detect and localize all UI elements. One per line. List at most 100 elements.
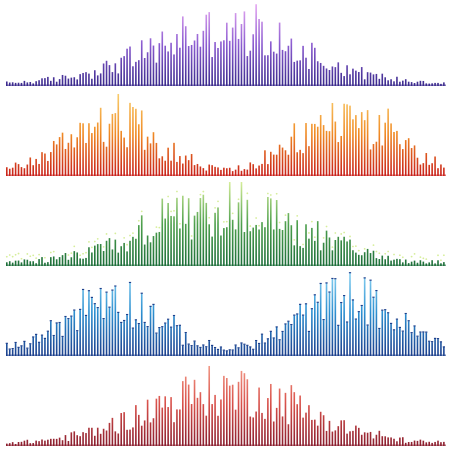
blue-equalizer-bar-cap [252,348,255,350]
orange-equalizer-bar [372,144,375,176]
blue-equalizer-bar-cap [120,321,123,324]
purple-equalizer-bar [61,74,64,86]
green-equalizer-bar [126,251,128,266]
green-equalizer-peak-dot [334,232,337,234]
red-equalizer-bar [255,411,257,446]
green-equalizer-bar [231,219,234,266]
orange-equalizer-bar [108,123,111,176]
green-equalizer-peak-dot [231,212,234,215]
red-equalizer-bar [272,421,275,446]
blue-equalizer-bar-cap [169,326,173,328]
blue-equalizer-bar-cap [164,322,167,324]
blue-equalizer-bar [208,341,211,356]
green-equalizer-bar [272,229,275,266]
green-equalizer-bar [249,231,252,266]
blue-equalizer-bar [29,344,32,356]
blue-equalizer-bar-cap [325,282,328,284]
green-equalizer-peak-dot [35,257,38,260]
blue-equalizer-bar [252,349,255,356]
blue-equalizer-bar [390,324,392,356]
blue-equalizer-bar-cap [307,330,311,333]
red-equalizer-bar [234,409,237,446]
blue-equalizer-bar-cap [161,326,164,328]
purple-equalizer-bar [214,42,216,86]
blue-equalizer-bar [120,323,123,356]
purple-equalizer-bar [170,42,172,86]
blue-equalizer-bar-cap [46,330,49,332]
blue-equalizer-bar-cap [61,335,64,338]
green-equalizer-bar [41,257,43,266]
blue-equalizer-bar-cap [35,333,38,335]
blue-equalizer-bar [126,315,128,356]
purple-equalizer-bar [419,80,422,86]
orange-equalizer-bar [416,157,419,176]
green-equalizer-bar [6,262,8,266]
red-equalizer-bar [431,442,433,446]
green-equalizer-bar [343,236,345,266]
purple-equalizer-bar [146,52,149,86]
orange-equalizer-bar [132,107,134,176]
red-equalizer-bar [152,418,155,446]
purple-equalizer-bar [234,13,237,86]
blue-equalizer-bar-cap [401,330,404,332]
green-equalizer-peak-dot [202,190,205,193]
blue-equalizer-bar [152,305,155,356]
purple-equalizer-bar [161,31,164,86]
blue-equalizer-bar [261,334,263,356]
orange-equalizer-bar [38,163,40,176]
red-equalizer-bar [211,404,213,446]
green-equalizer-bar [396,258,398,266]
blue-equalizer-bar [135,320,137,356]
red-equalizer-bar [228,385,231,446]
green-equalizer-peak-dot [88,241,90,243]
green-equalizer-peak-dot [26,253,29,255]
blue-equalizer-bar [140,293,143,356]
green-equalizer-bar [378,259,381,266]
purple-equalizer-bar [217,47,219,86]
blue-equalizer-bar-cap [275,326,278,328]
green-equalizer-bar [64,253,67,266]
green-equalizer-bar [404,259,407,266]
orange-equalizer-bar [199,166,202,176]
blue-equalizer-bar [425,332,428,356]
blue-equalizer-bar-cap [222,349,225,351]
orange-equalizer-bar [231,171,234,176]
blue-equalizer-bar-cap [84,314,88,317]
blue-equalizer-bar [73,310,76,356]
blue-equalizer-bar [296,314,299,356]
orange-equalizer-bar [267,164,269,176]
green-equalizer-bar [193,215,196,266]
green-equalizer-bar [325,230,328,266]
green-equalizer-peak-dot [190,235,193,237]
green-equalizer-peak-dot [93,240,96,243]
red-equalizer-bar [117,433,120,446]
red-equalizer-bar [123,412,125,446]
green-equalizer-bar [52,256,55,266]
green-equalizer-bar [314,240,316,266]
orange-equalizer-bar [413,145,416,176]
blue-equalizer-bar [149,306,152,356]
green-equalizer-bar [261,222,263,266]
orange-equalizer-bar [437,168,439,176]
blue-equalizer-bar-cap [290,323,293,326]
orange-equalizer-bar [358,128,360,176]
orange-equalizer-bar [214,166,216,176]
blue-equalizer-bar-cap [284,323,287,325]
red-equalizer-bar [352,430,354,446]
purple-equalizer-bar [149,38,152,86]
green-equalizer-bar [422,261,425,266]
red-equalizer-bar [419,439,422,446]
green-equalizer-bar [214,212,216,266]
green-equalizer-bar [372,250,375,266]
purple-equalizer-bar [399,81,401,86]
blue-equalizer-bar [123,321,125,356]
blue-equalizer-bar [96,308,99,356]
green-equalizer-bar [182,195,184,266]
blue-equalizer-bar [443,347,445,356]
purple-equalizer-bar [35,81,37,86]
blue-equalizer-bar [366,325,369,356]
purple-equalizer-bar [305,57,307,86]
orange-equalizer-bar [228,167,231,176]
blue-equalizer-bar [170,327,172,356]
blue-equalizer-bar [20,346,23,356]
